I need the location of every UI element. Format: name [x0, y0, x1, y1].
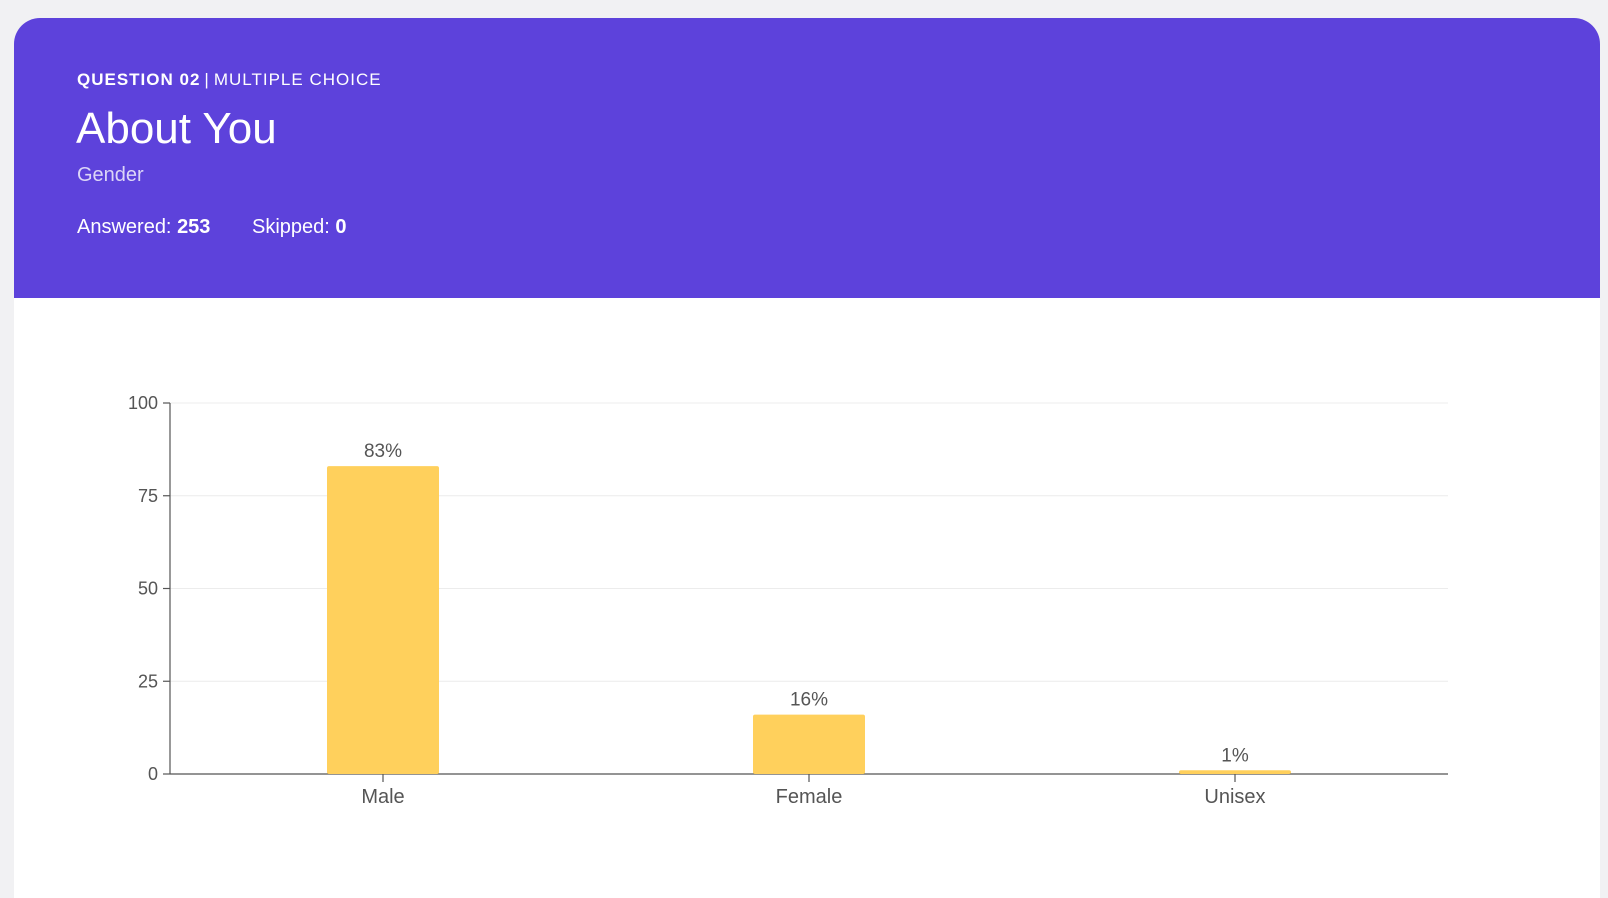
bar-unisex [1179, 770, 1291, 774]
question-subtitle: Gender [77, 164, 144, 186]
y-tick-label: 25 [138, 671, 158, 691]
answered-label: Answered: [77, 216, 172, 238]
data-label-unisex: 1% [1221, 745, 1249, 766]
y-tick-label: 0 [148, 764, 158, 784]
y-tick-label: 100 [128, 393, 158, 413]
question-title: About You [76, 104, 277, 153]
response-stats: Answered: 253 Skipped: 0 [77, 216, 383, 239]
data-label-male: 83% [364, 441, 402, 462]
bar-female [753, 714, 865, 774]
x-tick-label-male: Male [361, 786, 404, 808]
y-tick-label: 75 [138, 486, 158, 506]
answered-count: 253 [177, 216, 211, 238]
question-type: MULTIPLE CHOICE [213, 70, 382, 89]
skipped-count: 0 [335, 216, 347, 238]
x-tick-label-female: Female [776, 786, 843, 808]
question-meta: QUESTION 02 | MULTIPLE CHOICE [77, 70, 382, 90]
bar-male [327, 466, 439, 774]
question-meta-separator: | [204, 70, 210, 89]
question-number: QUESTION 02 [77, 70, 201, 89]
skipped-stat: Skipped: 0 [252, 216, 347, 238]
x-tick-label-unisex: Unisex [1204, 786, 1265, 808]
skipped-label: Skipped: [252, 216, 330, 238]
gender-bar-chart: 0 25 50 75 100 83% Male 16% Female 1% Unisex [128, 393, 1448, 808]
data-label-female: 16% [790, 690, 828, 711]
y-tick-label: 50 [138, 579, 158, 599]
answered-stat: Answered: 253 [77, 216, 210, 238]
question-header: QUESTION 02 | MULTIPLE CHOICE About You Ge… [14, 18, 1600, 298]
